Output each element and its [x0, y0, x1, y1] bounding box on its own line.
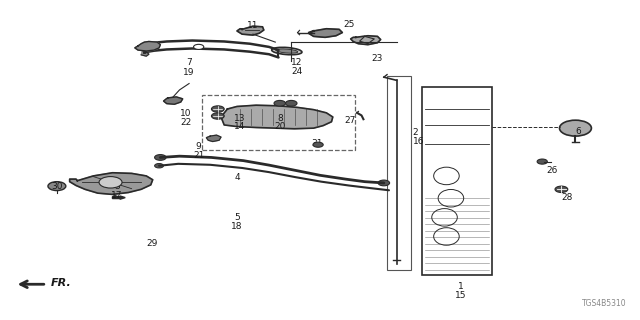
Text: 11: 11 [247, 21, 259, 30]
Text: 29: 29 [147, 239, 157, 248]
Text: 3: 3 [114, 182, 120, 191]
Polygon shape [308, 29, 342, 37]
Polygon shape [141, 51, 149, 56]
Text: 15: 15 [455, 291, 467, 300]
Circle shape [211, 113, 224, 119]
Text: 10: 10 [180, 109, 191, 118]
Text: 22: 22 [180, 118, 191, 127]
Text: 25: 25 [343, 20, 355, 29]
Circle shape [559, 120, 591, 136]
Circle shape [537, 159, 547, 164]
Polygon shape [135, 42, 161, 51]
Text: 12: 12 [291, 58, 303, 67]
Polygon shape [237, 26, 264, 35]
Text: 27: 27 [344, 116, 356, 125]
Circle shape [155, 155, 166, 160]
Text: 19: 19 [183, 68, 195, 76]
Text: 24: 24 [291, 67, 303, 76]
Text: 13: 13 [234, 114, 245, 123]
Text: 26: 26 [547, 166, 558, 175]
Text: 20: 20 [275, 123, 286, 132]
Circle shape [555, 186, 568, 193]
Text: 4: 4 [234, 173, 240, 182]
Text: 28: 28 [561, 194, 573, 203]
Circle shape [99, 177, 122, 188]
Text: 18: 18 [231, 222, 243, 231]
Text: 2: 2 [413, 128, 418, 137]
Circle shape [211, 106, 224, 112]
Text: FR.: FR. [51, 278, 71, 288]
Polygon shape [206, 135, 221, 141]
Text: TGS4B5310: TGS4B5310 [582, 299, 627, 308]
Circle shape [274, 100, 285, 106]
Circle shape [313, 142, 323, 147]
Text: 30: 30 [51, 182, 63, 191]
Polygon shape [351, 36, 381, 45]
Text: 17: 17 [111, 191, 123, 200]
Text: 7: 7 [186, 58, 192, 67]
Ellipse shape [276, 49, 298, 53]
Text: 23: 23 [371, 54, 383, 63]
Circle shape [285, 100, 297, 106]
FancyArrow shape [113, 196, 125, 199]
Text: 9: 9 [196, 142, 202, 151]
Text: 21: 21 [193, 151, 204, 160]
Ellipse shape [271, 47, 302, 55]
Text: 5: 5 [234, 213, 240, 222]
Polygon shape [70, 173, 153, 195]
Polygon shape [164, 97, 182, 104]
Text: 8: 8 [278, 114, 284, 123]
Text: 6: 6 [575, 126, 581, 136]
Circle shape [155, 164, 164, 168]
Circle shape [48, 182, 66, 191]
Text: 16: 16 [413, 137, 424, 146]
Text: 31: 31 [312, 139, 323, 148]
Text: 1: 1 [458, 282, 463, 291]
Text: 14: 14 [234, 123, 245, 132]
Circle shape [193, 44, 204, 50]
Circle shape [378, 180, 390, 186]
Polygon shape [221, 105, 333, 129]
